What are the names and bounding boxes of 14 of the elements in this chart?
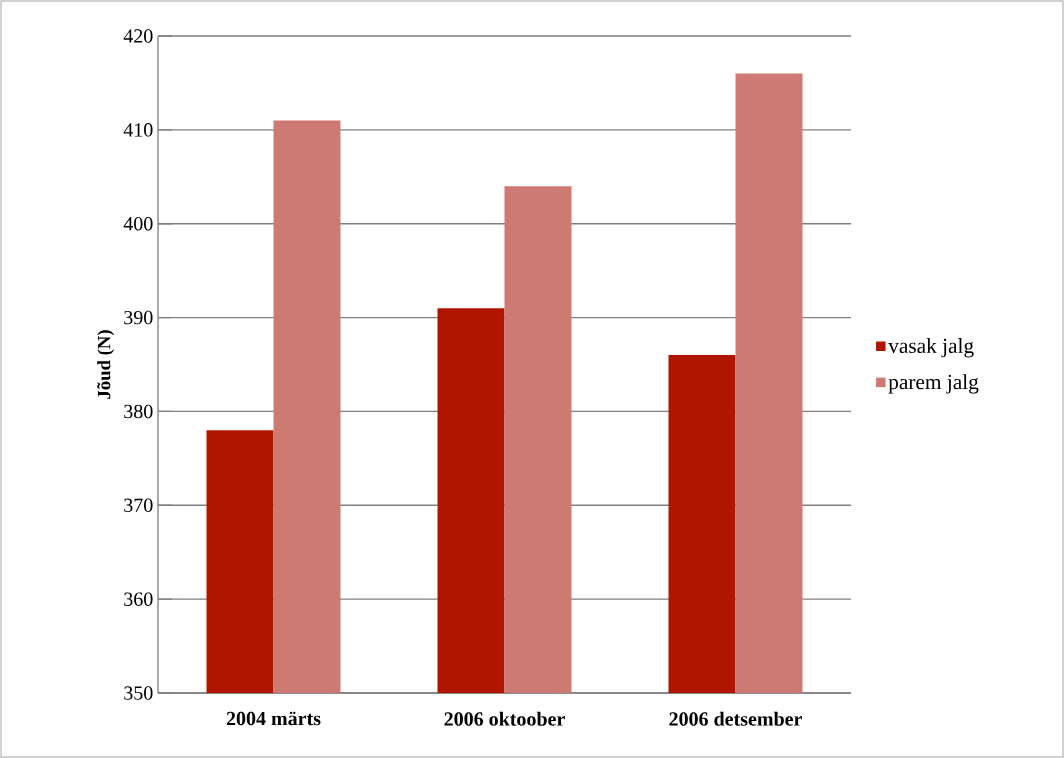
y-tick-label: 380 [124, 404, 153, 419]
legend-label: parem jalg [888, 374, 979, 394]
y-tick-label: 420 [123, 29, 153, 43]
y-tick-label: 360 [124, 592, 153, 606]
x-tick-label: 2004 märts [226, 711, 321, 726]
y-tick-label: 370 [124, 498, 153, 513]
x-tick-label: 2006 detsember [669, 711, 802, 726]
y-tick-label: 350 [124, 686, 153, 700]
y-tick-label: 390 [124, 310, 153, 325]
y-axis-title: Jõud (N) [97, 330, 115, 399]
y-tick-label: 410 [123, 123, 153, 137]
y-tick-label: 400 [123, 216, 153, 231]
legend-label: vasak jalg [888, 338, 974, 358]
x-tick-label: 2006 oktoober [444, 711, 565, 726]
